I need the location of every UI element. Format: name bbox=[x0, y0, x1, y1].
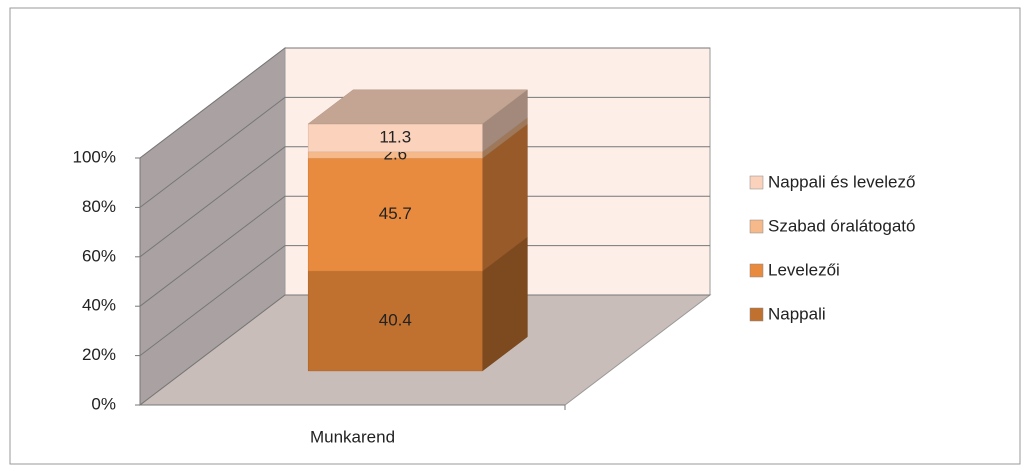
grid-line bbox=[139, 245, 710, 356]
legend-swatch bbox=[749, 219, 764, 234]
legend-label: Nappali bbox=[768, 304, 826, 323]
grid-line bbox=[139, 96, 710, 208]
grid-line bbox=[139, 195, 710, 307]
y-tick-label: 60% bbox=[82, 246, 116, 265]
bar-top bbox=[307, 89, 529, 125]
legend-label: Levelezői bbox=[768, 260, 840, 279]
data-label: 11.3 bbox=[379, 127, 411, 146]
grid-line bbox=[139, 146, 710, 258]
y-tick-label: 80% bbox=[82, 197, 116, 216]
legend-swatch bbox=[749, 175, 764, 190]
legend-label: Szabad óralátogató bbox=[768, 216, 915, 235]
y-tick-label: 0% bbox=[91, 394, 116, 413]
grid-line bbox=[139, 294, 710, 406]
x-tick-label: Munkarend bbox=[310, 427, 395, 446]
grid-line bbox=[139, 47, 710, 159]
y-tick-label: 40% bbox=[82, 296, 116, 315]
y-tick-label: 100% bbox=[73, 147, 116, 166]
y-tick-label: 20% bbox=[82, 345, 116, 364]
legend-swatch bbox=[749, 263, 764, 278]
data-label: 45.7 bbox=[379, 204, 412, 223]
legend-label: Nappali és levelező bbox=[768, 172, 915, 191]
data-label: 40.4 bbox=[379, 310, 412, 329]
legend-swatch bbox=[749, 307, 764, 322]
